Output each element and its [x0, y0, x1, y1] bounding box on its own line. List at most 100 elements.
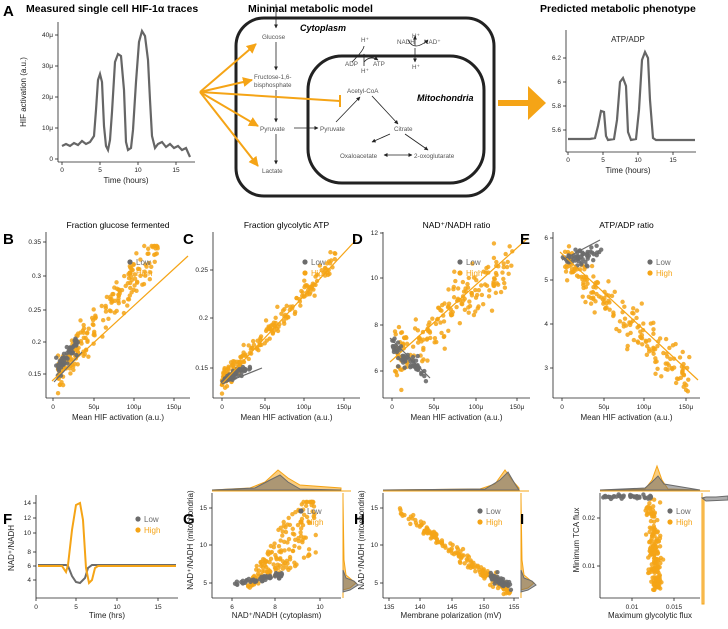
- marginal-right-low: [342, 569, 359, 593]
- data-point-high: [251, 342, 257, 347]
- legend-low-marker: [477, 508, 483, 514]
- data-point-high: [328, 250, 333, 255]
- data-point-high: [502, 285, 508, 290]
- panel-e: E ATP/ADP ratio 3 4 5 6 0 50μ 100μ 150μ Mean HIF a…: [520, 220, 700, 422]
- data-point-high: [263, 318, 269, 323]
- data-point-high: [93, 315, 98, 320]
- data-point-high: [498, 289, 504, 295]
- data-point-high: [126, 297, 132, 302]
- data-point-high: [653, 371, 658, 376]
- y-tick-label: 8: [27, 549, 31, 556]
- fit-line-low: [221, 367, 263, 385]
- fit-line-low: [561, 239, 601, 261]
- data-point-high: [656, 578, 661, 584]
- data-point-high: [491, 255, 497, 261]
- data-point-low: [66, 349, 72, 354]
- data-point-high: [152, 259, 157, 264]
- data-point-high: [459, 301, 464, 306]
- data-point-high: [652, 539, 657, 544]
- data-point-high: [680, 349, 685, 355]
- proton-3: H⁺: [412, 33, 420, 40]
- data-point-low: [390, 344, 396, 350]
- x-tick-label: 50μ: [429, 404, 440, 411]
- y-tick-label: 0.25: [28, 307, 41, 314]
- data-point-low: [253, 578, 259, 583]
- legend-low-marker: [667, 508, 673, 514]
- nad-trace-high: [38, 501, 176, 586]
- data-point-high: [394, 373, 400, 378]
- data-point-high: [399, 330, 405, 335]
- data-point-high: [297, 545, 302, 550]
- x-tick-label: 6: [230, 604, 234, 611]
- data-point-high: [312, 511, 317, 517]
- data-point-high: [275, 562, 280, 567]
- data-point-high: [150, 244, 156, 250]
- data-point-high: [485, 568, 490, 574]
- y-tick-label: 6: [544, 235, 548, 242]
- x-tick-label: 100μ: [297, 404, 312, 411]
- data-point-high: [471, 275, 477, 280]
- data-point-low: [73, 336, 78, 341]
- data-point-high: [117, 287, 122, 292]
- marginal-right-low: [700, 495, 728, 502]
- data-point-high: [275, 304, 280, 310]
- data-point-low: [422, 368, 427, 374]
- data-point-low: [230, 373, 235, 379]
- data-point-high: [398, 367, 403, 372]
- data-point-high: [292, 543, 297, 549]
- data-point-high: [665, 367, 670, 372]
- data-point-low: [580, 257, 585, 262]
- data-point-low: [73, 343, 79, 348]
- data-point-high: [647, 540, 652, 545]
- data-point-high: [241, 342, 246, 348]
- data-point-high: [505, 259, 510, 265]
- data-point-high: [503, 591, 509, 596]
- cell-outline: [234, 16, 496, 198]
- legend-high-marker: [667, 519, 673, 525]
- data-point-high: [421, 357, 426, 362]
- data-point-high: [71, 367, 76, 373]
- data-point-high: [396, 324, 402, 330]
- data-point-high: [670, 366, 675, 372]
- data-point-low: [415, 353, 420, 359]
- data-point-low: [54, 355, 59, 360]
- data-point-high: [239, 353, 245, 359]
- data-point-high: [421, 520, 426, 525]
- x-tick-label: 0: [220, 404, 224, 411]
- data-point-high: [657, 500, 663, 505]
- data-point-high: [635, 325, 640, 330]
- data-point-high: [581, 282, 586, 288]
- y-tick-label: 0.3: [32, 273, 41, 280]
- x-tick-label: 8: [273, 604, 277, 611]
- y-tick-label: 5: [374, 580, 378, 587]
- data-point-high: [457, 297, 463, 303]
- data-point-high: [474, 292, 480, 298]
- y-tick-label: 6: [374, 368, 378, 375]
- data-point-high: [147, 277, 153, 282]
- data-point-high: [476, 304, 481, 309]
- data-point-high: [674, 376, 680, 381]
- hif-trace-xtick: 10: [134, 167, 142, 174]
- data-point-high: [607, 300, 612, 305]
- data-point-high: [298, 530, 303, 535]
- data-point-high: [292, 311, 298, 317]
- marginal-top-low: [599, 475, 701, 491]
- data-point-high: [428, 536, 434, 541]
- panel-g-xlabel: NAD⁺/NADH (cytoplasm): [232, 611, 322, 620]
- data-point-high: [590, 290, 596, 295]
- data-point-high: [284, 565, 289, 570]
- data-point-high: [491, 241, 497, 246]
- x-tick-label: 0.015: [666, 604, 683, 611]
- data-point-high: [645, 505, 650, 510]
- data-point-high: [404, 335, 409, 341]
- panel-a: A Measured single cell HIF-1α traces Min…: [3, 3, 696, 198]
- data-point-high: [470, 562, 475, 567]
- data-point-high: [306, 547, 312, 552]
- x-tick-label: 155: [509, 604, 520, 611]
- data-point-high: [453, 278, 458, 284]
- data-point-high: [636, 340, 641, 345]
- data-point-high: [281, 523, 287, 528]
- data-point-high: [280, 533, 285, 538]
- data-point-high: [622, 304, 627, 309]
- data-point-low: [637, 494, 642, 499]
